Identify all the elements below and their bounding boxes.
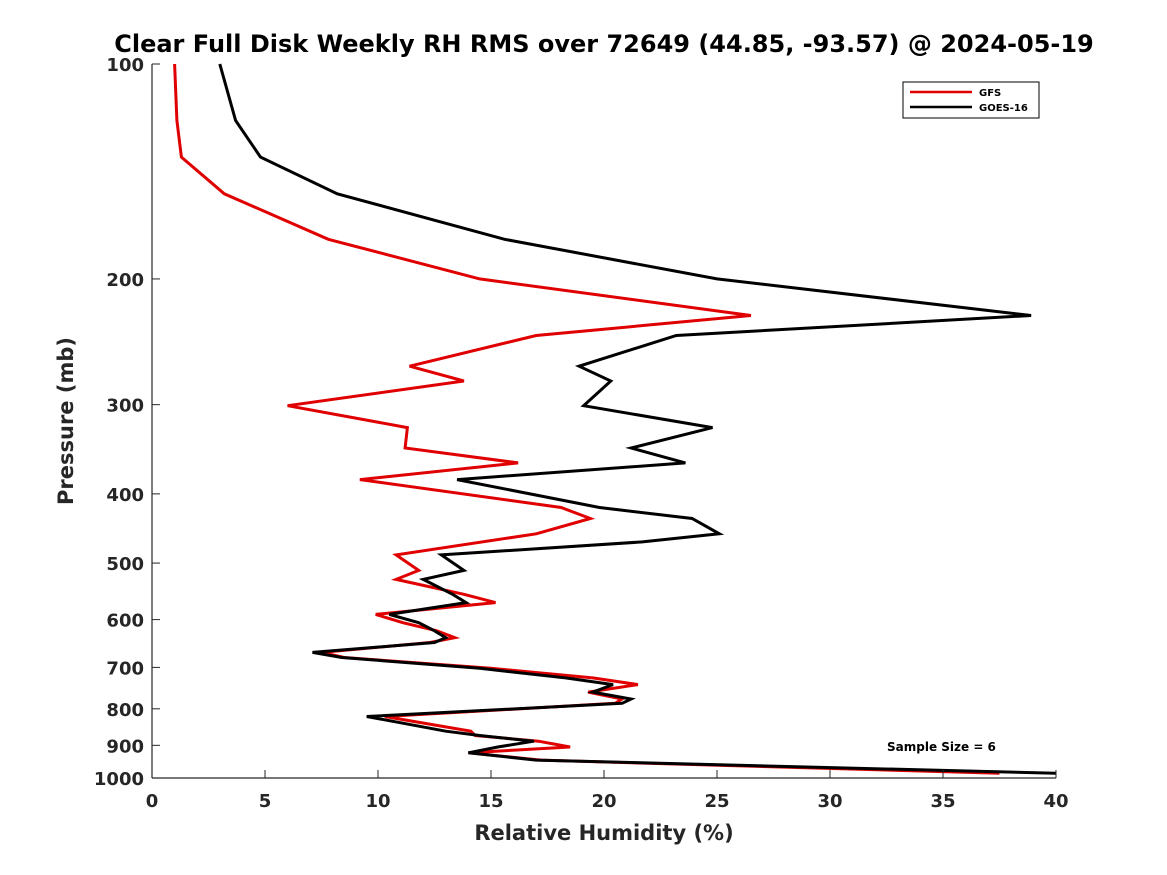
- x-tick-label: 30: [817, 791, 842, 812]
- x-tick-label: 10: [365, 791, 390, 812]
- x-tick-label: 40: [1043, 791, 1068, 812]
- legend: GFS GOES-16: [902, 81, 1040, 119]
- y-tick-label: 800: [106, 700, 144, 721]
- series-layer: [173, 63, 1057, 775]
- legend-box: [902, 81, 1040, 119]
- sample-size-annotation: Sample Size = 6: [887, 740, 996, 754]
- y-tick-label: 900: [106, 736, 144, 757]
- y-ticks: 100 200 300 400 500 600 700 800 900 1000: [94, 55, 160, 790]
- x-tick-label: 0: [146, 791, 159, 812]
- y-tick-label: 200: [106, 270, 144, 291]
- x-tick-label: 20: [591, 791, 616, 812]
- x-tick-label: 5: [259, 791, 272, 812]
- x-tick-label: 25: [704, 791, 729, 812]
- x-tick-label: 35: [930, 791, 955, 812]
- chart-title: Clear Full Disk Weekly RH RMS over 72649…: [114, 30, 1094, 58]
- x-axis-label: Relative Humidity (%): [474, 821, 733, 845]
- y-axis-label: Pressure (mb): [54, 337, 78, 505]
- series-line-goes16: [218, 63, 1057, 775]
- y-tick-label: 400: [106, 485, 144, 506]
- y-tick-label: 100: [106, 55, 144, 76]
- y-tick-label: 600: [106, 611, 144, 632]
- legend-label-goes16: GOES-16: [979, 103, 1028, 114]
- x-ticks: 0 5 10 15 20 25 30 35 40: [146, 770, 1069, 812]
- y-tick-label: 1000: [94, 769, 144, 790]
- x-tick-label: 15: [478, 791, 503, 812]
- y-tick-label: 700: [106, 658, 144, 679]
- y-tick-label: 500: [106, 554, 144, 575]
- y-tick-label: 300: [106, 396, 144, 417]
- plot-area: [152, 64, 1056, 778]
- legend-label-gfs: GFS: [979, 88, 1001, 99]
